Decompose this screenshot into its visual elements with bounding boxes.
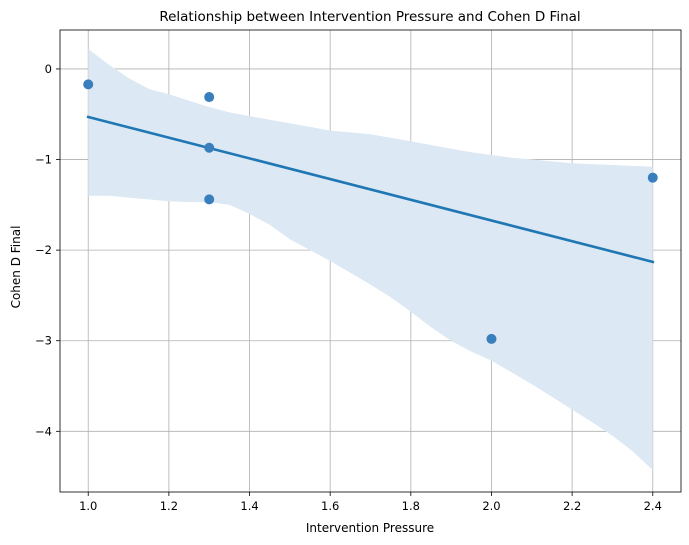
x-axis-ticks: 1.0 1.2 1.4 1.6 1.8 2.0 2.2 2.4	[79, 492, 662, 513]
y-tick-label-2: −2	[35, 243, 52, 257]
chart-title: Relationship between Intervention Pressu…	[159, 9, 580, 25]
y-tick-label-1: −1	[35, 153, 52, 167]
points-layer	[83, 79, 658, 344]
data-point-2	[204, 142, 215, 153]
plot-frame	[59, 29, 682, 493]
regression-line	[86, 115, 655, 264]
y-axis-ticks: 0 −1 −2 −3 −4	[35, 62, 60, 438]
data-point-0	[83, 79, 94, 90]
x-axis-label: Intervention Pressure	[306, 521, 434, 535]
x-tick-label-6: 2.2	[563, 499, 581, 513]
y-tick-label-4: −4	[35, 424, 52, 438]
x-tick-label-1: 1.2	[160, 499, 178, 513]
x-tick-label-4: 1.8	[402, 499, 420, 513]
data-point-3	[204, 194, 215, 205]
y-tick-label-3: −3	[35, 334, 52, 348]
regression-line-layer	[86, 115, 655, 264]
y-axis-label: Cohen D Final	[9, 226, 23, 309]
x-tick-label-2: 1.4	[240, 499, 258, 513]
x-tick-label-7: 2.4	[644, 499, 662, 513]
data-point-1	[204, 92, 215, 103]
data-point-5	[647, 172, 658, 183]
x-tick-label-5: 2.0	[482, 499, 500, 513]
x-tick-label-0: 1.0	[79, 499, 97, 513]
y-tick-label-0: 0	[45, 62, 52, 76]
x-tick-label-3: 1.6	[321, 499, 339, 513]
data-point-4	[486, 333, 497, 344]
